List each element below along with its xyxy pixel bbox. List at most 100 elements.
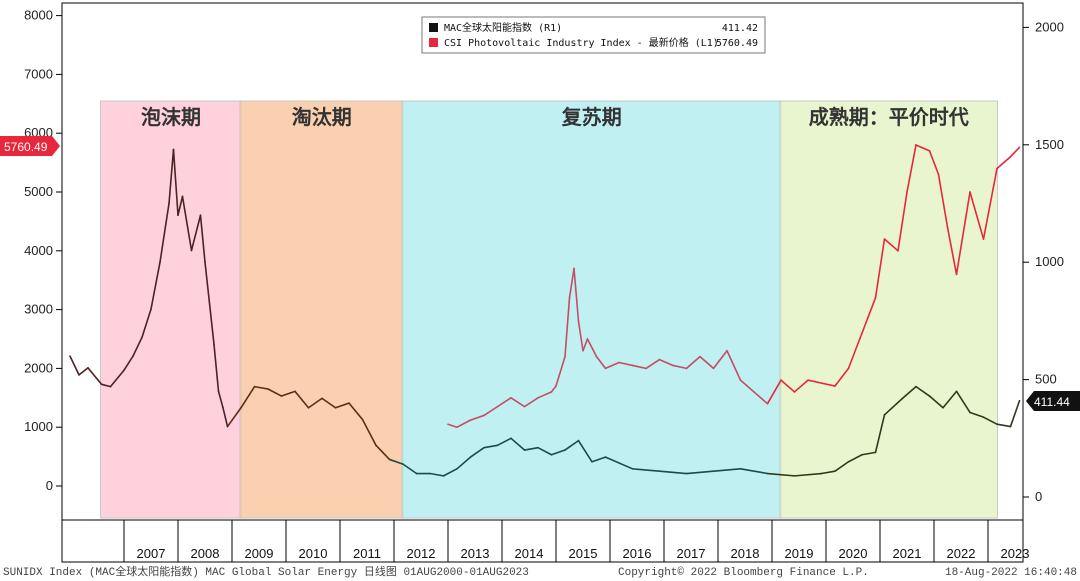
series-0-segment xyxy=(177,195,184,217)
series-0-segment xyxy=(901,385,917,400)
series-0-point xyxy=(604,456,607,458)
series-0-point xyxy=(834,470,836,472)
phase-bands xyxy=(100,100,998,519)
series-0-point xyxy=(222,407,224,409)
series-0-point xyxy=(87,367,89,369)
series-1-point xyxy=(469,419,472,421)
series-0-segment xyxy=(78,367,89,376)
series-0-segment xyxy=(915,385,931,397)
series-1-segment xyxy=(847,332,863,370)
series-0-segment xyxy=(861,451,877,456)
series-1-point xyxy=(906,191,908,193)
right-y-axis: 0 500 1000 1500 2000 xyxy=(1023,19,1064,504)
series-0-segment xyxy=(213,343,220,393)
series-1-segment xyxy=(699,355,715,370)
series-0-segment xyxy=(591,456,607,463)
series-1-segment xyxy=(834,367,850,387)
series-1-point xyxy=(928,150,931,152)
series-1-segment xyxy=(658,358,674,367)
series-0-segment xyxy=(240,385,256,409)
series-0-segment xyxy=(123,355,134,372)
series-1-point xyxy=(550,391,553,393)
series-0-point xyxy=(132,355,134,357)
series-0-segment xyxy=(550,449,566,456)
left-tick-label: 2000 xyxy=(24,360,53,375)
series-0-point xyxy=(577,440,580,442)
series-0-point xyxy=(168,202,170,205)
series-0-segment xyxy=(766,472,796,477)
x-tick-label: 2023 xyxy=(1001,546,1030,561)
series-0-segment xyxy=(267,388,283,397)
phase-band-3 xyxy=(779,100,998,519)
series-0-segment xyxy=(874,414,886,454)
series-0-point xyxy=(942,407,944,409)
series-1-segment xyxy=(568,267,575,299)
series-1-point xyxy=(807,379,809,381)
series-1-point xyxy=(780,379,782,381)
series-1-point xyxy=(766,403,769,405)
x-tick-label: 2016 xyxy=(623,546,652,561)
series-0-segment xyxy=(564,439,580,451)
series-0-segment xyxy=(199,214,206,264)
footer-right: 18-Aug-2022 16:40:48 xyxy=(945,567,1077,579)
legend-box xyxy=(421,16,766,54)
series-1-segment xyxy=(793,379,809,393)
x-tick-label: 2008 xyxy=(191,546,220,561)
series-0-point xyxy=(334,407,337,409)
series-1-segment xyxy=(982,167,998,240)
series-0-point xyxy=(199,214,202,216)
x-tick-label: 2014 xyxy=(515,546,544,561)
series-0-segment xyxy=(402,463,418,475)
series-0-segment xyxy=(109,369,125,388)
series-1-segment xyxy=(469,414,485,421)
series-0-point xyxy=(226,425,229,428)
series-0-segment xyxy=(483,444,499,449)
series-0-point xyxy=(766,472,769,475)
series-0-segment xyxy=(1009,399,1021,428)
series-0-point xyxy=(429,472,431,475)
series-1-point xyxy=(483,414,485,417)
series-0-point xyxy=(442,475,445,477)
series-0-segment xyxy=(604,456,634,470)
series-0-segment xyxy=(969,411,985,418)
series-0-segment xyxy=(100,383,112,388)
series-0-point xyxy=(109,386,112,388)
series-0-point xyxy=(510,437,512,439)
phase-band-1 xyxy=(239,100,404,519)
series-0-point xyxy=(969,411,971,414)
series-0-point xyxy=(483,447,485,449)
x-tick-label: 2021 xyxy=(893,546,922,561)
left-tick-label: 0 xyxy=(46,478,53,493)
left-tick-label: 4000 xyxy=(24,243,53,258)
series-0-point xyxy=(294,390,296,392)
series-0-point xyxy=(307,407,310,409)
series-0-point xyxy=(631,468,634,470)
series-0-point xyxy=(240,407,242,409)
series-1-segment xyxy=(456,419,472,429)
series-1-segment xyxy=(753,391,769,405)
series-0-point xyxy=(658,470,661,472)
series-1-point xyxy=(577,320,580,322)
series-0-point xyxy=(712,470,715,472)
series-1-segment xyxy=(883,238,899,252)
series-1-segment xyxy=(969,191,985,240)
series-0-point xyxy=(793,475,796,477)
series-0-point xyxy=(996,423,998,425)
series-0-segment xyxy=(361,418,377,447)
footer-left: SUNIDX Index (MAC全球太阳能指数) MAC Global Sol… xyxy=(3,564,529,579)
series-0-segment xyxy=(375,444,391,461)
series-0-point xyxy=(172,148,175,151)
x-tick-label: 2007 xyxy=(137,546,166,561)
series-1-segment xyxy=(631,364,647,370)
series-0-segment xyxy=(955,390,971,414)
series-0-point xyxy=(861,454,863,456)
phase-labels: 泡沫期 淘汰期 复苏期 成熟期：平价时代 xyxy=(141,105,969,129)
x-tick-label: 2010 xyxy=(299,546,328,561)
series-0-segment xyxy=(496,437,512,447)
left-tick-label: 1000 xyxy=(24,419,53,434)
series-1-point xyxy=(618,361,620,364)
series-0-segment xyxy=(132,336,143,357)
series-0-point xyxy=(280,395,283,397)
series-0-point xyxy=(267,388,269,390)
series-1-point xyxy=(861,332,863,334)
